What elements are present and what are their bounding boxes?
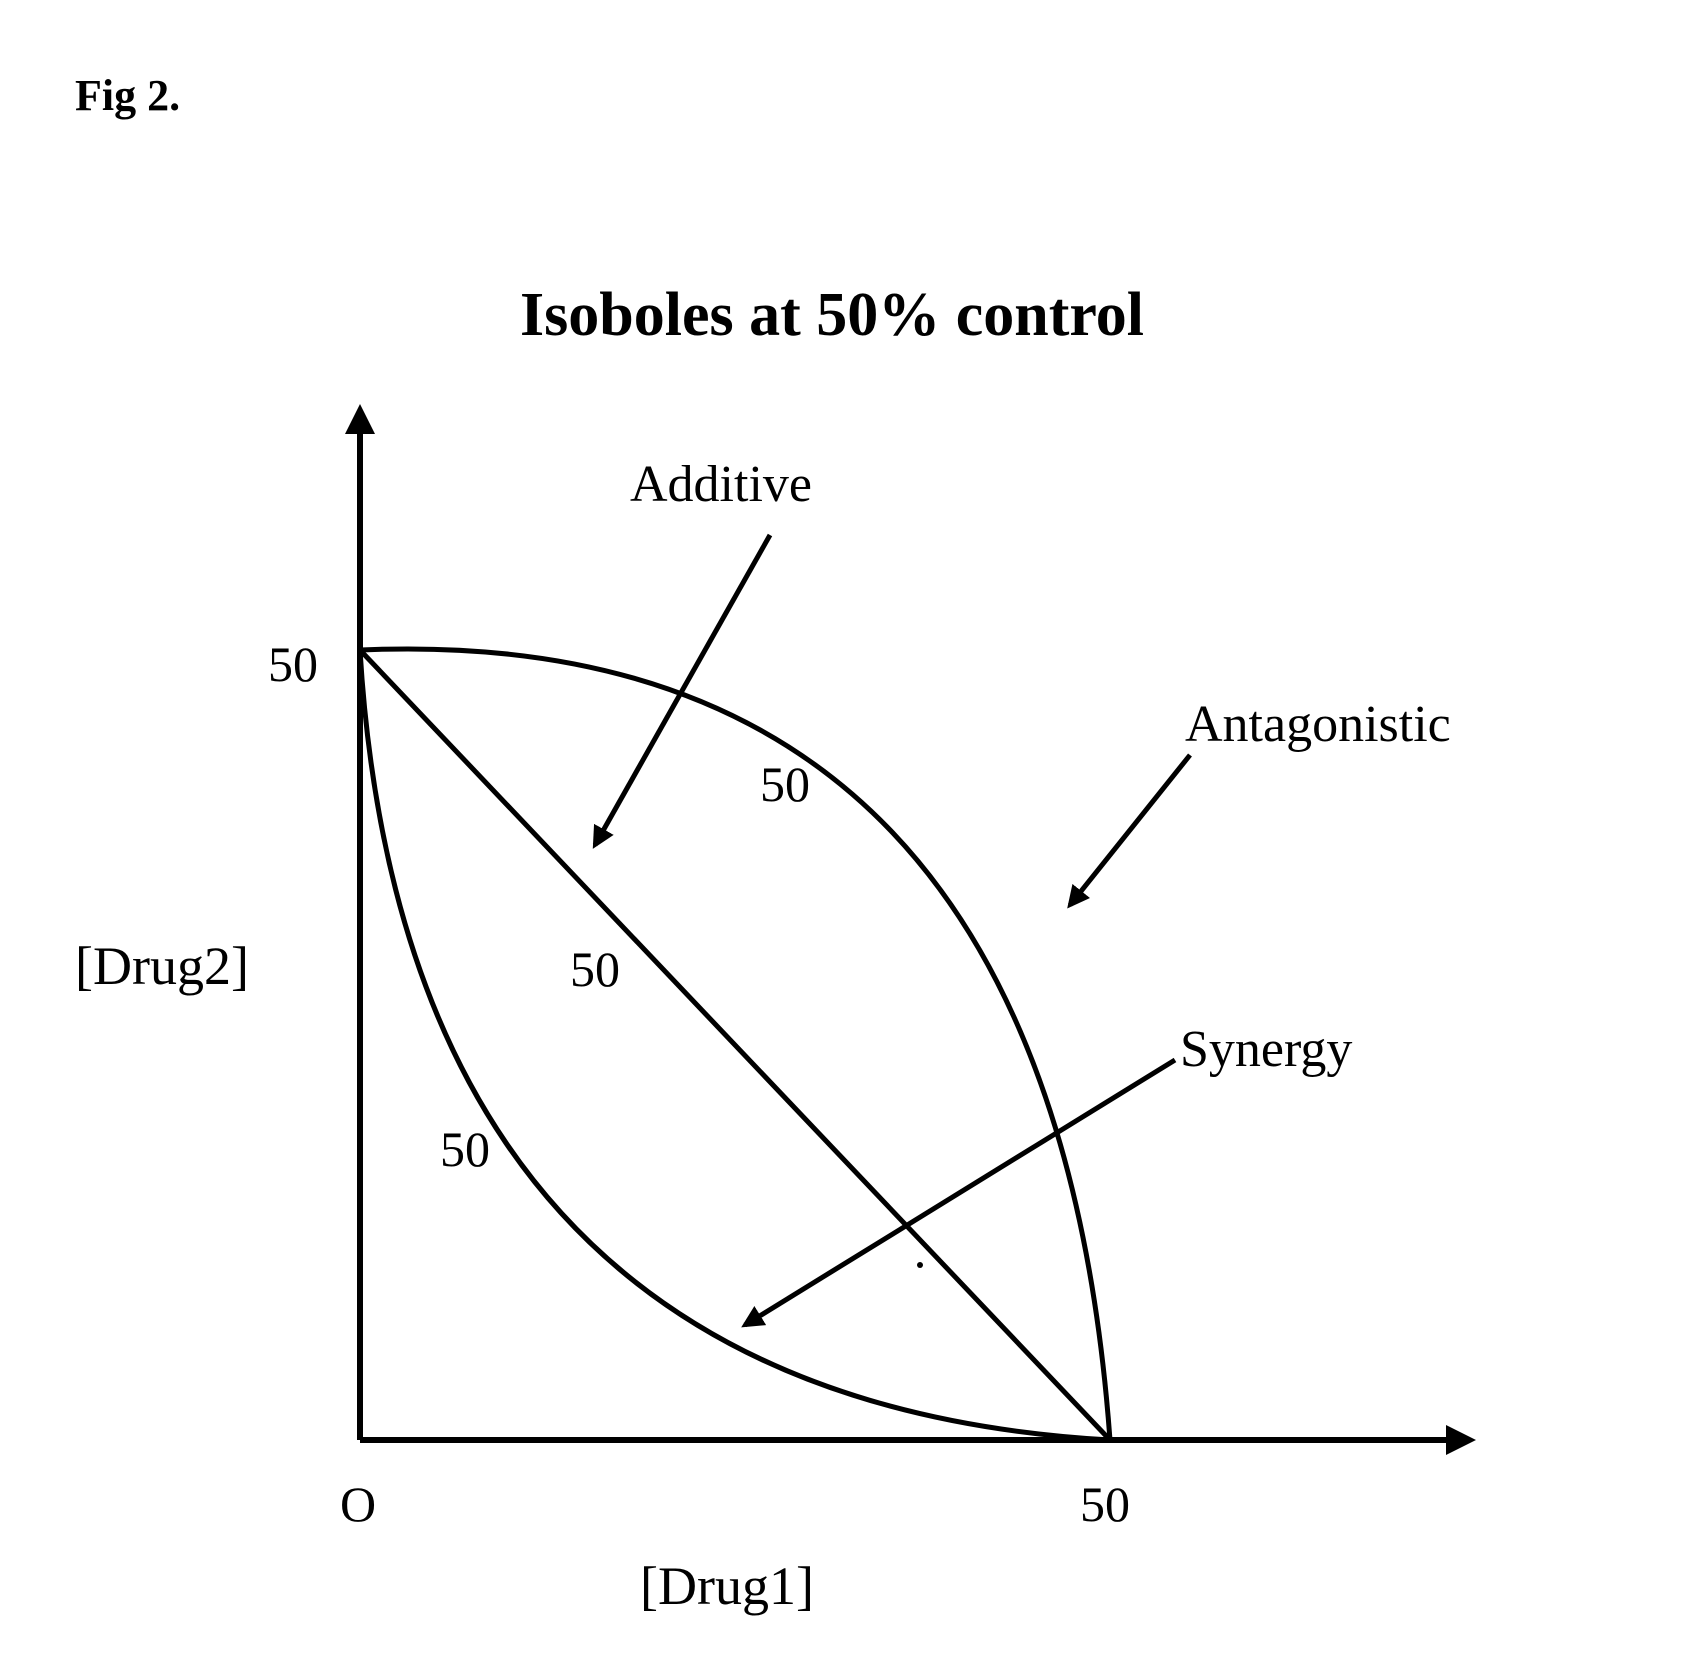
additive-arrow [595,535,770,845]
page: Fig 2. Isoboles at 50% control O 50 50 [… [0,0,1686,1679]
stray-dot [917,1262,923,1268]
additive-curve [360,650,1110,1440]
isobologram-plot [0,0,1686,1679]
antagonistic-arrow [1070,755,1190,905]
